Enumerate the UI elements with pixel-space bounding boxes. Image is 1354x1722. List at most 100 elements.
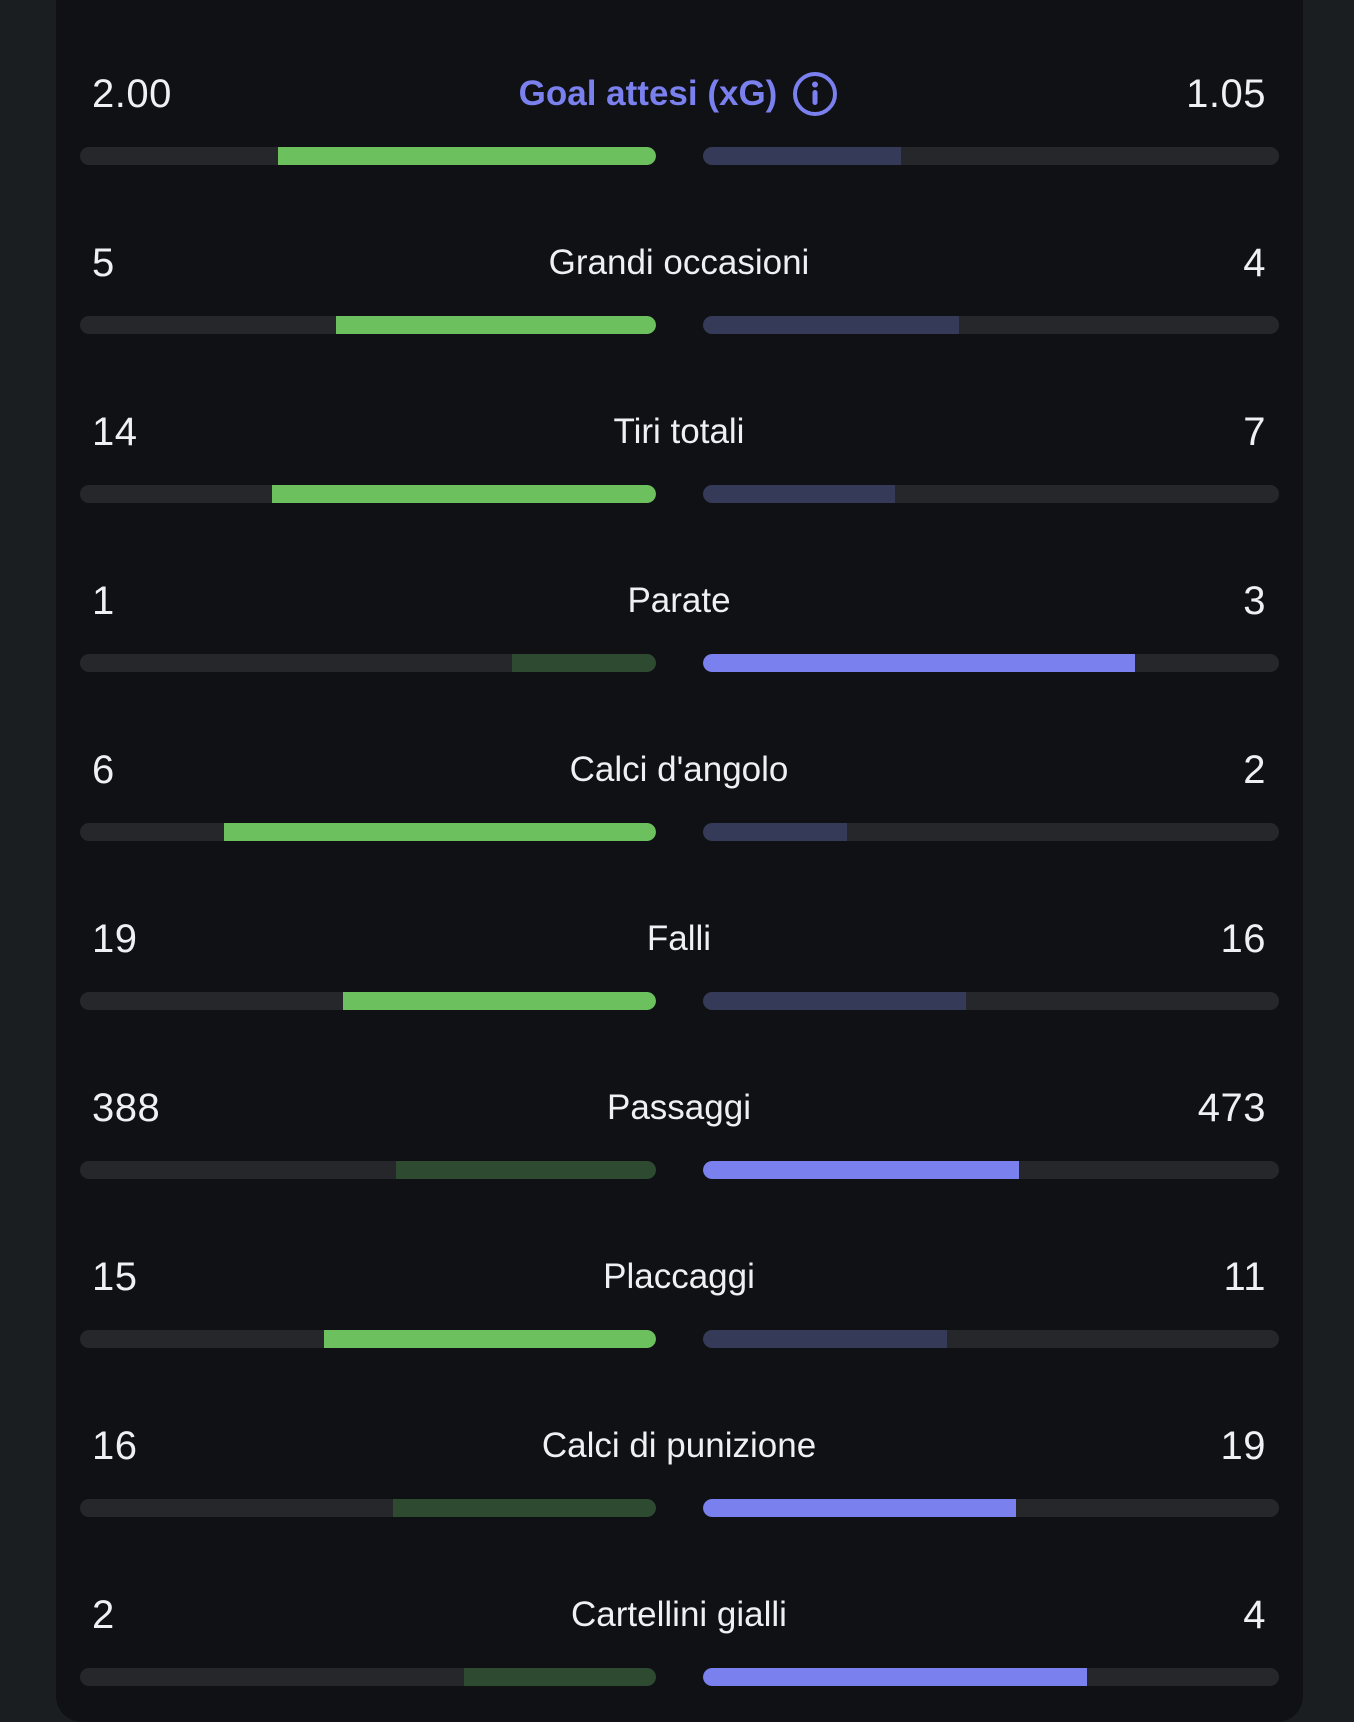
stat-label-container: Parate <box>80 577 1278 625</box>
home-value: 14 <box>92 410 138 454</box>
home-bar-track <box>80 654 656 672</box>
stat-label-group: Parate <box>627 577 730 625</box>
home-bar-track <box>80 147 656 165</box>
home-bar-fill <box>224 823 656 841</box>
stat-row: 5 Grandi occasioni 4 <box>80 169 1279 338</box>
stat-label: Grandi occasioni <box>548 243 810 282</box>
stat-label: Calci di punizione <box>541 1426 817 1465</box>
home-value: 5 <box>92 241 115 285</box>
home-value: 2 <box>92 1593 115 1637</box>
away-bar-fill <box>703 1499 1016 1517</box>
stat-label: Goal attesi (xG) <box>518 74 778 113</box>
home-bar-fill <box>512 654 656 672</box>
info-circle-icon[interactable] <box>791 70 839 118</box>
stat-label: Calci d'angolo <box>569 750 789 789</box>
home-bar-track <box>80 316 656 334</box>
stat-label: Placcaggi <box>603 1257 755 1296</box>
away-value: 4 <box>1243 241 1266 285</box>
home-bar-fill <box>336 316 656 334</box>
stat-label-container: Grandi occasioni <box>80 239 1278 287</box>
stat-label-group: Passaggi <box>607 1084 751 1132</box>
home-bar-track <box>80 1161 656 1179</box>
home-bar-track <box>80 992 656 1010</box>
home-value: 1 <box>92 579 115 623</box>
away-bar-track <box>703 654 1279 672</box>
stat-label-container: Cartellini gialli <box>80 1591 1278 1639</box>
stat-label: Passaggi <box>607 1088 751 1127</box>
away-value: 16 <box>1220 917 1266 961</box>
away-bar-fill <box>703 992 966 1010</box>
away-bar-track <box>703 1499 1279 1517</box>
home-value: 2.00 <box>92 72 172 116</box>
stat-label-group: Cartellini gialli <box>571 1591 787 1639</box>
home-bar-fill <box>272 485 656 503</box>
away-bar-fill <box>703 1330 947 1348</box>
home-value: 388 <box>92 1086 161 1130</box>
away-bar-fill <box>703 654 1135 672</box>
away-value: 1.05 <box>1186 72 1266 116</box>
home-bar-fill <box>343 992 656 1010</box>
home-value: 19 <box>92 917 138 961</box>
stat-label-container: Calci d'angolo <box>80 746 1278 794</box>
stat-row: 14 Tiri totali 7 <box>80 338 1279 507</box>
stat-row: 388 Passaggi 473 <box>80 1014 1279 1183</box>
stat-label: Cartellini gialli <box>571 1595 787 1634</box>
stat-label-group: Goal attesi (xG) <box>519 70 840 118</box>
home-bar-fill <box>396 1161 656 1179</box>
away-bar-track <box>703 485 1279 503</box>
home-value: 15 <box>92 1255 138 1299</box>
home-bar-fill <box>278 147 656 165</box>
home-bar-fill <box>393 1499 656 1517</box>
stat-row: 19 Falli 16 <box>80 845 1279 1014</box>
home-bar-track <box>80 485 656 503</box>
stat-label-container: Tiri totali <box>80 408 1278 456</box>
away-bar-track <box>703 1161 1279 1179</box>
home-bar-track <box>80 1499 656 1517</box>
away-bar-fill <box>703 823 847 841</box>
away-bar-fill <box>703 147 901 165</box>
home-bar-track <box>80 1330 656 1348</box>
away-bar-track <box>703 147 1279 165</box>
away-value: 4 <box>1243 1593 1266 1637</box>
away-bar-track <box>703 316 1279 334</box>
stat-row: 16 Calci di punizione 19 <box>80 1352 1279 1521</box>
home-bar-track <box>80 823 656 841</box>
away-bar-fill <box>703 485 895 503</box>
away-value: 7 <box>1243 410 1266 454</box>
away-value: 11 <box>1223 1255 1266 1299</box>
stat-label-group: Falli <box>647 915 711 963</box>
stat-label: Falli <box>646 919 712 958</box>
stat-label: Parate <box>627 581 731 620</box>
away-bar-track <box>703 1668 1279 1686</box>
stat-label-group: Tiri totali <box>614 408 745 456</box>
away-bar-fill <box>703 1668 1087 1686</box>
stat-label-group: Placcaggi <box>603 1253 755 1301</box>
away-value: 2 <box>1243 748 1266 792</box>
stat-label-group: Calci di punizione <box>542 1422 816 1470</box>
home-bar-fill <box>464 1668 656 1686</box>
home-bar-track <box>80 1668 656 1686</box>
stat-row: 15 Placcaggi 11 <box>80 1183 1279 1352</box>
stat-label-container[interactable]: Goal attesi (xG) <box>80 70 1278 118</box>
stat-label-container: Passaggi <box>80 1084 1278 1132</box>
stat-row: 1 Parate 3 <box>80 507 1279 676</box>
stat-label-container: Calci di punizione <box>80 1422 1278 1470</box>
home-value: 6 <box>92 748 115 792</box>
away-bar-track <box>703 823 1279 841</box>
stat-row: 6 Calci d'angolo 2 <box>80 676 1279 845</box>
stat-row: 2 Cartellini gialli 4 <box>80 1521 1279 1690</box>
away-value: 3 <box>1243 579 1266 623</box>
stat-label-container: Placcaggi <box>80 1253 1278 1301</box>
home-bar-fill <box>324 1330 656 1348</box>
statistics-card <box>56 0 1303 1722</box>
stat-label-group: Grandi occasioni <box>549 239 810 287</box>
away-bar-fill <box>703 316 959 334</box>
statistics-list: 2.00 Goal attesi (xG) 1.05 5 Grandi occasion… <box>80 0 1279 1690</box>
stat-row: 2.00 Goal attesi (xG) 1.05 <box>80 0 1279 169</box>
home-value: 16 <box>92 1424 138 1468</box>
away-bar-fill <box>703 1161 1019 1179</box>
away-bar-track <box>703 992 1279 1010</box>
stat-label: Tiri totali <box>613 412 745 451</box>
away-bar-track <box>703 1330 1279 1348</box>
away-value: 19 <box>1220 1424 1266 1468</box>
